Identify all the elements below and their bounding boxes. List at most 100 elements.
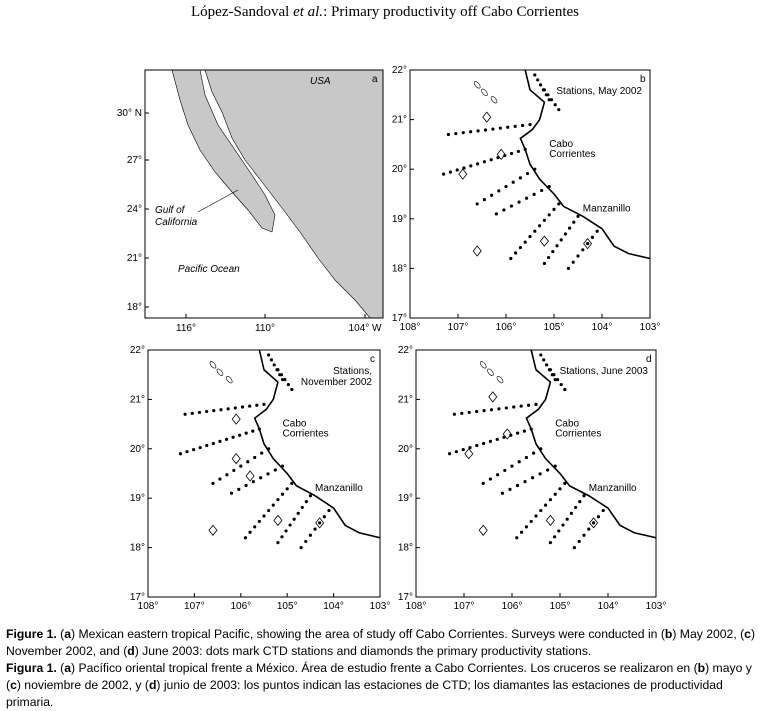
island: [481, 88, 488, 96]
station-dot: [304, 539, 308, 544]
productivity-station: [539, 235, 549, 247]
station-dot: [582, 494, 586, 498]
station-dot: [596, 515, 601, 519]
y-tick-label: 24°: [127, 204, 142, 215]
station-dot: [539, 353, 543, 357]
station-dot: [551, 250, 555, 254]
station-dot: [224, 437, 229, 441]
station-dot: [534, 402, 538, 406]
station-dot: [183, 412, 187, 416]
authors: López-Sandoval: [191, 4, 294, 20]
station-dot: [553, 464, 557, 468]
station-dot: [508, 487, 512, 491]
header-title: : Primary productivity off Cabo Corrient…: [323, 4, 579, 20]
station-dot: [526, 171, 530, 176]
station-dot: [528, 122, 532, 127]
station-dot: [190, 411, 194, 415]
station-dot: [231, 435, 235, 439]
station-dot: [586, 242, 590, 246]
station-dot: [538, 83, 543, 87]
station-dot: [460, 411, 464, 415]
station-dot: [468, 445, 472, 450]
station-dot: [536, 78, 540, 82]
station-dot: [576, 254, 580, 258]
island: [487, 368, 494, 376]
station-dot: [304, 499, 308, 504]
x-tick-label: 107°: [184, 601, 205, 612]
label: Gulf of: [155, 205, 186, 216]
y-tick-label: 21°: [127, 253, 142, 264]
station-dot: [592, 521, 596, 525]
x-tick-label: 116°: [176, 323, 196, 334]
station-dot: [276, 368, 280, 372]
productivity-station: [464, 448, 474, 460]
productivity-station: [502, 428, 512, 440]
station-dot: [516, 149, 521, 154]
station-dot: [530, 476, 535, 480]
productivity-station: [231, 413, 241, 425]
station-dot: [225, 473, 229, 477]
station-dot: [497, 407, 501, 411]
station-dot: [467, 410, 471, 415]
station-dot: [553, 535, 557, 539]
station-dot: [461, 448, 465, 452]
caption-bold: d: [148, 678, 157, 692]
frame: [415, 349, 657, 598]
station-dot: [244, 483, 248, 488]
station-dot: [483, 128, 488, 132]
station-dot: [271, 503, 275, 507]
station-dot: [516, 431, 520, 435]
station-dot: [267, 353, 271, 357]
y-tick-label: 21°: [398, 394, 413, 405]
panel-letter: a: [372, 74, 378, 85]
x-tick-label: 107°: [448, 322, 469, 333]
station-dot: [558, 487, 562, 491]
station-dot: [205, 409, 209, 414]
running-header: López-Sandoval et al.: Primary productiv…: [0, 4, 770, 21]
caption-bold: b: [664, 627, 673, 641]
station-dot: [185, 450, 189, 454]
x-tick-label: 103°: [640, 322, 661, 333]
station-dot: [559, 238, 563, 242]
productivity-station: [482, 111, 492, 123]
x-tick-label: 104°: [323, 601, 344, 612]
station-dot: [280, 464, 285, 468]
station-dot: [452, 412, 456, 416]
station-dot: [469, 164, 473, 168]
x-tick-label: 105°: [544, 322, 565, 333]
island: [225, 376, 233, 384]
y-tick-label: 22°: [130, 345, 145, 356]
caption-text: ) noviembre de 2002, y (: [16, 678, 149, 692]
station-dot: [539, 447, 543, 451]
station-dot: [266, 472, 270, 476]
station-dot: [482, 160, 486, 164]
station-dot: [322, 515, 326, 519]
station-dot: [285, 487, 289, 491]
station-dot: [523, 147, 527, 151]
x-tick-label: 105°: [277, 601, 298, 612]
caption-text: (: [56, 627, 65, 641]
productivity-station: [488, 391, 498, 403]
station-dot: [481, 481, 485, 485]
y-tick-label: 17°: [398, 592, 413, 603]
station-dot: [534, 514, 538, 518]
label: Manzanillo: [583, 203, 631, 214]
y-tick-label: 17°: [130, 592, 145, 603]
station-dot: [267, 447, 271, 451]
station-dot: [212, 409, 216, 413]
station-dot: [272, 363, 276, 367]
frame: [147, 349, 381, 598]
x-tick-label: 110°: [255, 323, 275, 334]
productivity-station: [589, 517, 599, 529]
station-dot: [572, 220, 576, 224]
x-tick-label: 108°: [406, 601, 427, 612]
productivity-station: [458, 168, 468, 180]
station-dot: [532, 451, 536, 455]
station-dot: [587, 527, 591, 531]
station-dot: [582, 533, 586, 537]
station-dot: [238, 433, 242, 437]
station-dot: [518, 245, 523, 250]
station-dot: [578, 499, 582, 504]
station-dot: [518, 176, 523, 180]
